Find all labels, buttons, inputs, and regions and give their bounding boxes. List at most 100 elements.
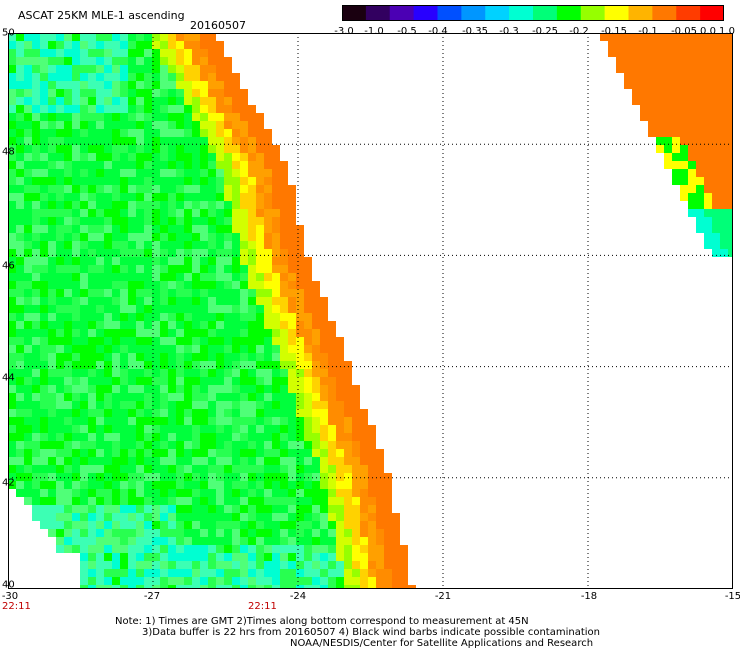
wind-cell [344, 433, 352, 441]
wind-cell [152, 361, 160, 369]
wind-cell [264, 385, 272, 393]
wind-cell [168, 385, 176, 393]
wind-cell [688, 81, 696, 89]
wind-cell [664, 81, 672, 89]
wind-cell [312, 473, 320, 481]
wind-cell [56, 497, 64, 505]
wind-cell [64, 313, 72, 321]
wind-cell [152, 345, 160, 353]
wind-cell [32, 465, 40, 473]
wind-cell [144, 153, 152, 161]
wind-cell [176, 249, 184, 257]
wind-cell [264, 433, 272, 441]
wind-cell [152, 241, 160, 249]
color-scale-swatch [580, 5, 606, 21]
wind-cell [256, 281, 264, 289]
wind-cell [720, 137, 728, 145]
wind-cell [272, 225, 280, 233]
wind-cell [264, 161, 272, 169]
wind-cell [160, 441, 168, 449]
wind-cell [208, 289, 216, 297]
wind-cell [176, 281, 184, 289]
wind-cell [120, 113, 128, 121]
wind-cell [104, 265, 112, 273]
wind-cell [248, 513, 256, 521]
wind-cell [272, 217, 280, 225]
wind-cell [344, 537, 352, 545]
wind-cell [312, 505, 320, 513]
wind-cell [48, 289, 56, 297]
wind-cell [336, 401, 344, 409]
color-scale-label: 1.0 [719, 26, 735, 37]
wind-cell [72, 409, 80, 417]
wind-cell [672, 81, 680, 89]
wind-cell [224, 249, 232, 257]
wind-cell [184, 153, 192, 161]
wind-cell [712, 89, 720, 97]
wind-cell [224, 281, 232, 289]
wind-cell [88, 153, 96, 161]
wind-cell [352, 561, 360, 569]
wind-cell [32, 321, 40, 329]
wind-cell [696, 145, 704, 153]
wind-cell [200, 225, 208, 233]
wind-cell [184, 353, 192, 361]
color-scale-swatch [509, 5, 534, 21]
wind-cell [128, 337, 136, 345]
wind-cell [240, 433, 248, 441]
wind-cell [296, 481, 304, 489]
wind-cell [128, 97, 136, 105]
wind-cell [16, 73, 24, 81]
wind-cell [96, 393, 104, 401]
wind-cell [376, 449, 384, 457]
wind-cell [176, 305, 184, 313]
wind-cell [40, 137, 48, 145]
wind-cell [264, 561, 272, 569]
wind-cell [80, 297, 88, 305]
wind-cell [8, 345, 16, 353]
wind-cell [232, 385, 240, 393]
wind-cell [704, 113, 712, 121]
wind-cell [728, 249, 733, 257]
wind-cell [56, 289, 64, 297]
wind-cell [304, 345, 312, 353]
wind-cell [32, 513, 40, 521]
wind-cell [56, 129, 64, 137]
wind-cell [224, 177, 232, 185]
wind-cell [288, 561, 296, 569]
wind-cell [96, 529, 104, 537]
wind-cell [136, 201, 144, 209]
wind-cell [368, 505, 376, 513]
wind-cell [168, 145, 176, 153]
wind-cell [312, 337, 320, 345]
wind-cell [288, 441, 296, 449]
wind-cell [32, 185, 40, 193]
wind-cell [240, 537, 248, 545]
wind-cell [200, 361, 208, 369]
wind-cell [696, 113, 704, 121]
wind-cell [160, 193, 168, 201]
wind-cell [208, 409, 216, 417]
wind-cell [176, 201, 184, 209]
wind-cell [40, 273, 48, 281]
wind-cell [304, 281, 312, 289]
wind-cell [304, 521, 312, 529]
wind-cell [152, 409, 160, 417]
wind-cell [152, 417, 160, 425]
wind-cell [128, 185, 136, 193]
wind-cell [224, 217, 232, 225]
wind-cell [128, 569, 136, 577]
wind-cell [352, 385, 360, 393]
wind-cell [280, 337, 288, 345]
wind-cell [168, 81, 176, 89]
wind-cell [208, 377, 216, 385]
wind-cell [32, 489, 40, 497]
wind-cell [120, 545, 128, 553]
wind-cell [208, 345, 216, 353]
wind-cell [224, 497, 232, 505]
wind-cell [200, 57, 208, 65]
wind-cell [728, 121, 733, 129]
wind-cell [88, 97, 96, 105]
wind-cell [184, 545, 192, 553]
wind-cell [296, 529, 304, 537]
